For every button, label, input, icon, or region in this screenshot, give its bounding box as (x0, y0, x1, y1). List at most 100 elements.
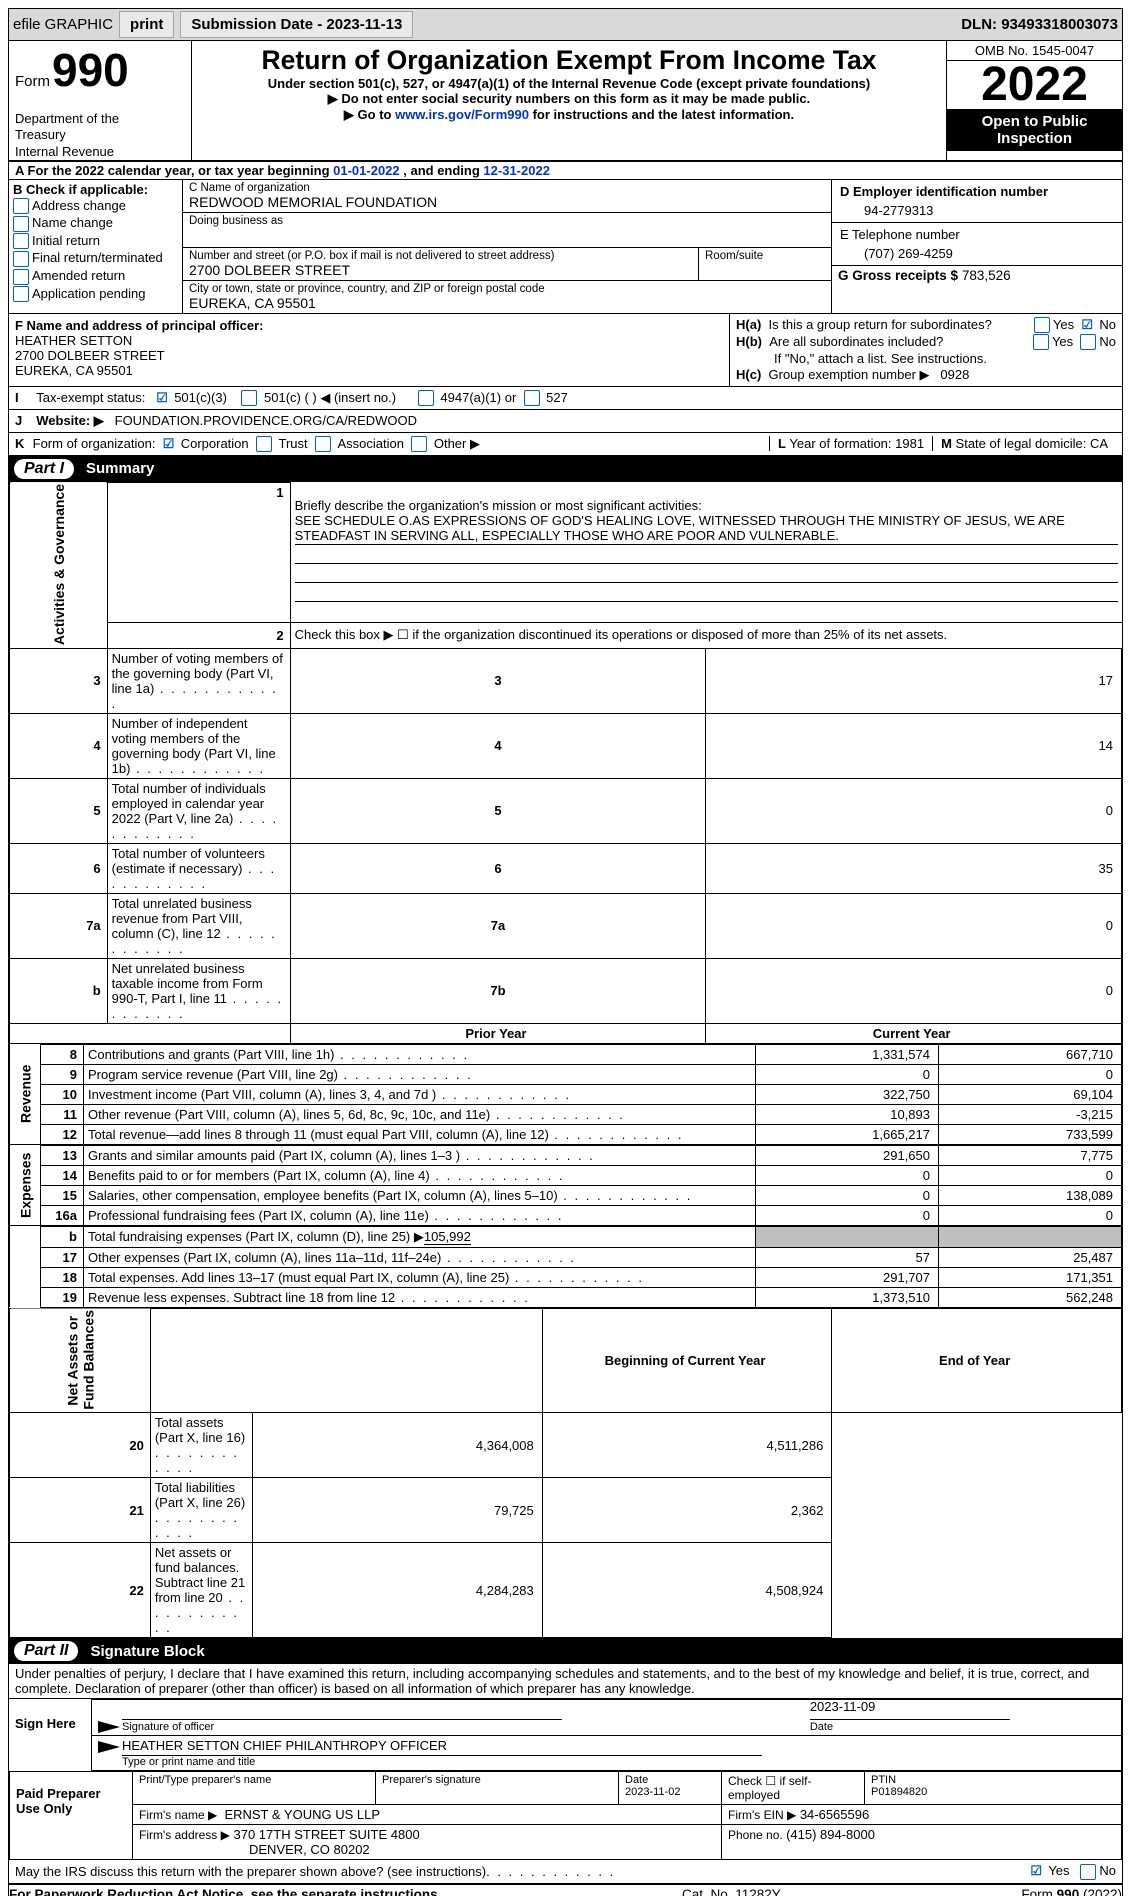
m-text: State of legal domicile: (956, 436, 1090, 451)
expenses-table: Expenses13Grants and similar amounts pai… (9, 1145, 1122, 1226)
prep-sig-caption: Preparer's signature (376, 1772, 619, 1805)
hb-no[interactable] (1080, 334, 1096, 350)
dln: DLN: 93493318003073 (961, 16, 1118, 33)
l16b-val: 105,992 (424, 1229, 471, 1245)
hc-number: 0928 (940, 367, 969, 382)
street: 2700 DOLBEER STREET (189, 262, 692, 278)
tax-year-row: A For the 2022 calendar year, or tax yea… (9, 162, 1122, 180)
expenses-table-2: bTotal fundraising expenses (Part IX, co… (9, 1226, 1122, 1308)
firm-name: ERNST & YOUNG US LLP (224, 1807, 380, 1822)
ein-caption: D Employer identification number (840, 184, 1114, 199)
hb-yes[interactable] (1033, 334, 1049, 350)
tel-caption: E Telephone number (840, 227, 1114, 242)
hb-ifno: If "No," attach a list. See instructions… (736, 351, 1116, 366)
chk-amended[interactable]: Amended return (13, 268, 178, 285)
chk-trust[interactable] (256, 436, 272, 452)
state-domicile: CA (1090, 436, 1108, 451)
room-caption: Room/suite (705, 250, 825, 262)
website: FOUNDATION.PROVIDENCE.ORG/CA/REDWOOD (115, 413, 417, 428)
l-text: Year of formation: (789, 436, 895, 451)
chk-final[interactable]: Final return/terminated (13, 250, 178, 267)
j-text: Website: ▶ (36, 413, 104, 429)
submission-date: Submission Date - 2023-11-13 (180, 11, 413, 38)
gross-receipts: 783,526 (962, 268, 1011, 283)
chk-initial[interactable]: Initial return (13, 233, 178, 250)
officer-name: HEATHER SETTON (15, 333, 723, 348)
firm-addr2: DENVER, CO 80202 (139, 1842, 715, 1857)
chk-527[interactable] (524, 390, 540, 406)
irs-discuss: May the IRS discuss this return with the… (15, 1864, 486, 1879)
form-header: Form990 Department of theTreasuryInterna… (9, 41, 1122, 162)
firm-addr1: 370 17TH STREET SUITE 4800 (234, 1827, 420, 1842)
prep-name-caption: Print/Type preparer's name (133, 1772, 376, 1805)
ey-header: End of Year (832, 1308, 1122, 1413)
cat-no: Cat. No. 11282Y (682, 1887, 781, 1896)
part1-header: Part ISummary (9, 456, 1122, 482)
hb-text: Are all subordinates included? (769, 334, 1033, 349)
section-f: F Name and address of principal officer:… (9, 314, 729, 386)
vlabel-activities: Activities & Governance (10, 482, 108, 648)
part2-header: Part IISignature Block (9, 1638, 1122, 1664)
officer-caption: F Name and address of principal officer: (15, 318, 723, 333)
chk-application[interactable]: Application pending (13, 286, 178, 303)
section-d: D Employer identification number94-27793… (831, 180, 1122, 313)
form-word: Form (15, 73, 50, 90)
footer: For Paperwork Reduction Act Notice, see … (9, 1884, 1122, 1896)
chk-corp: ☑ (163, 436, 181, 452)
date-caption: Date (810, 1721, 833, 1733)
section-b: B Check if applicable: Address change Na… (9, 180, 183, 313)
chk-name[interactable]: Name change (13, 215, 178, 232)
org-name: REDWOOD MEMORIAL FOUNDATION (189, 194, 825, 210)
gross-caption: G Gross receipts $ (838, 268, 962, 283)
chk-address[interactable]: Address change (13, 198, 178, 215)
chk-other[interactable] (411, 436, 427, 452)
mission-text: SEE SCHEDULE O.AS EXPRESSIONS OF GOD'S H… (295, 513, 1065, 543)
section-c: C Name of organizationREDWOOD MEMORIAL F… (183, 180, 831, 313)
note-2: ▶ Go to www.irs.gov/Form990 for instruct… (198, 107, 940, 123)
form-990-number: 990 (52, 47, 129, 93)
sign-here-block: Sign Here Signature of officer Date2023-… (9, 1699, 1122, 1771)
chk-4947[interactable] (418, 390, 434, 406)
irs-link[interactable]: www.irs.gov/Form990 (395, 107, 529, 122)
efile-label: efile GRAPHIC (13, 16, 113, 33)
paid-preparer-block: Paid Preparer Use Only Print/Type prepar… (9, 1771, 1122, 1860)
sign-here: Sign Here (9, 1700, 92, 1771)
sig-date: 2023-11-09 (810, 1699, 1115, 1714)
chk-assoc[interactable] (315, 436, 331, 452)
irs-yes: ☑ (1030, 1863, 1048, 1879)
vlabel-net: Net Assets orFund Balances (10, 1308, 151, 1413)
ha-no: ☑ (1081, 317, 1099, 333)
row-klm: K Form of organization: ☑Corporation Tru… (9, 433, 1122, 456)
city: EUREKA, CA 95501 (189, 295, 825, 311)
l2: Check this box ▶ ☐ if the organization d… (290, 622, 1121, 648)
l1a: Briefly describe the organization's miss… (295, 498, 1118, 513)
firm-phone: (415) 894-8000 (786, 1827, 875, 1842)
print-button[interactable]: print (119, 11, 174, 38)
revenue-table: Revenue8Contributions and grants (Part V… (9, 1044, 1122, 1145)
paid-preparer: Paid Preparer Use Only (10, 1772, 133, 1860)
chk-501c3: ☑ (156, 390, 174, 406)
section-h: H(a) Is this a group return for subordin… (729, 314, 1122, 386)
by-header: Beginning of Current Year (542, 1308, 832, 1413)
street-caption: Number and street (or P.O. box if mail i… (189, 250, 692, 262)
row-j: J Website: ▶ FOUNDATION.PROVIDENCE.ORG/C… (9, 410, 1122, 433)
chk-501c[interactable] (241, 390, 257, 406)
chk-self[interactable]: Check ☐ if self-employed (722, 1772, 865, 1805)
footer-left: For Paperwork Reduction Act Notice, see … (9, 1887, 441, 1896)
row-i: I Tax-exempt status: ☑501(c)(3) 501(c) (… (9, 387, 1122, 410)
declaration: Under penalties of perjury, I declare th… (9, 1664, 1122, 1699)
irs-no[interactable] (1080, 1864, 1096, 1880)
py-header: Prior Year (290, 1023, 706, 1043)
netassets-table: Net Assets orFund Balances Beginning of … (9, 1308, 1122, 1639)
dba-caption: Doing business as (189, 215, 825, 227)
ha-yes[interactable] (1034, 317, 1050, 333)
activities-table: Activities & Governance 1 Briefly descri… (9, 482, 1122, 1044)
officer-street: 2700 DOLBEER STREET (15, 348, 723, 363)
ein: 94-2779313 (840, 199, 1114, 218)
b-caption: B Check if applicable: (13, 182, 178, 197)
k-text: Form of organization: (33, 436, 156, 451)
prep-date: 2023-11-02 (625, 1786, 680, 1798)
ha-text: Is this a group return for subordinates? (769, 317, 1034, 332)
hc-text: Group exemption number ▶ (769, 367, 930, 383)
footer-right: Form 990 (2022) (1021, 1887, 1122, 1896)
